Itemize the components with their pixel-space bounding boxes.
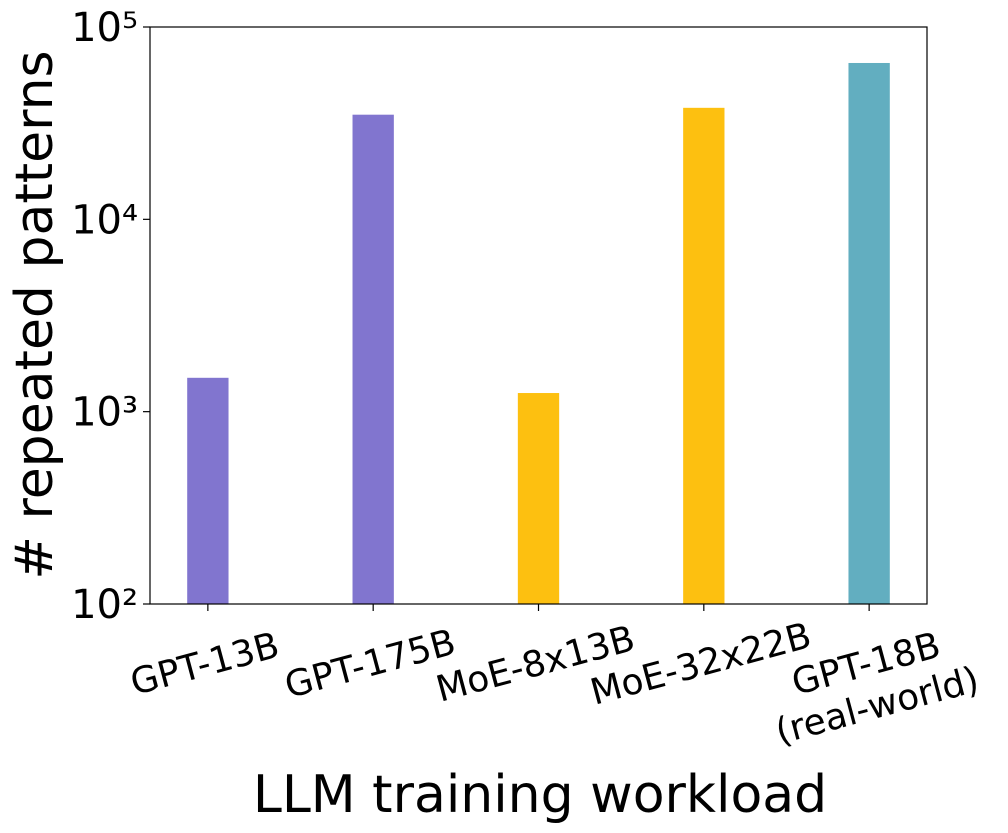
y-tick-label: 10⁵ xyxy=(71,5,138,51)
bar xyxy=(352,114,394,604)
x-tick-label: GPT-175B xyxy=(281,622,460,707)
y-tick-label: 10⁴ xyxy=(71,197,138,243)
y-tick-label: 10² xyxy=(71,582,138,628)
bar xyxy=(517,393,560,604)
x-axis-title: LLM training workload xyxy=(253,765,827,825)
y-tick-label: 10³ xyxy=(71,390,138,436)
bar xyxy=(187,377,229,604)
x-tick-label: GPT-13B xyxy=(126,625,283,704)
plot-frame xyxy=(149,26,928,605)
bar xyxy=(683,107,725,604)
bar xyxy=(848,62,890,605)
y-axis-title: # repeated patterns xyxy=(5,50,65,579)
